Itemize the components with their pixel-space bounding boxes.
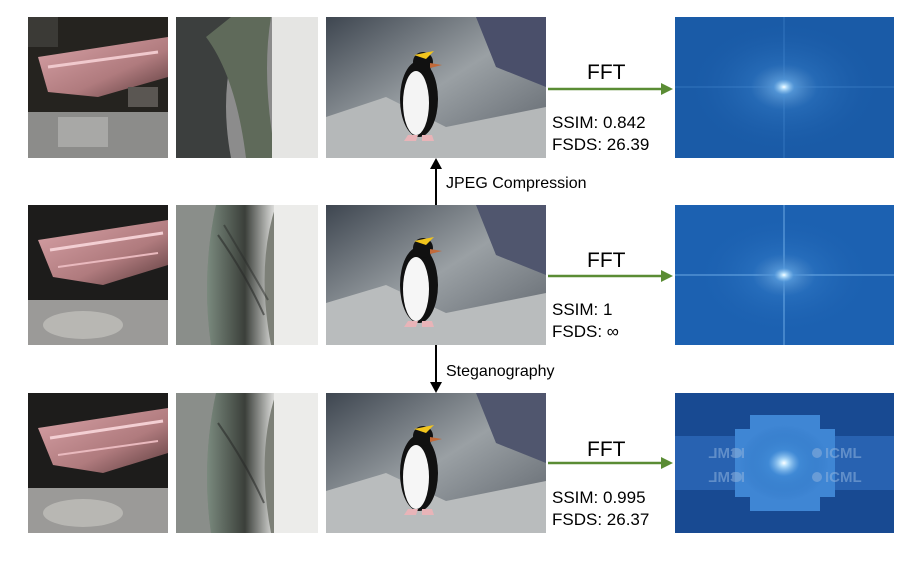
beak-crop-stego	[28, 393, 168, 533]
fsds-value-jpeg: FSDS: 26.39	[552, 135, 650, 154]
fft-label-jpeg: FFT	[587, 61, 626, 84]
penguin-photo-jpeg	[326, 17, 546, 158]
watermark-pattern: ICML ICML ICML ICML	[708, 445, 861, 486]
ssim-value-jpeg: SSIM: 0.842	[552, 113, 646, 132]
beak-crop-original	[28, 205, 168, 345]
wing-crop-jpeg	[176, 17, 318, 158]
watermark-text: ICML	[825, 445, 862, 462]
ssim-value-original: SSIM: 1	[552, 300, 613, 319]
metrics-stego: SSIM: 0.995 FSDS: 26.37	[552, 487, 649, 531]
fft-arrow-stego	[548, 457, 673, 469]
penguin-photo-original	[326, 205, 546, 345]
metrics-original: SSIM: 1 FSDS: ∞	[552, 299, 619, 343]
fft-spectrum-stego: ICML ICML ICML ICML	[675, 393, 894, 533]
fsds-value-original: FSDS: ∞	[552, 322, 619, 341]
fft-label-stego: FFT	[587, 438, 626, 461]
fsds-value-stego: FSDS: 26.37	[552, 510, 650, 529]
fft-spectrum-original	[675, 205, 894, 345]
fft-label-original: FFT	[587, 249, 626, 272]
jpeg-up-arrow	[430, 158, 442, 207]
wing-crop-original	[176, 205, 318, 345]
penguin-photo-stego	[326, 393, 546, 533]
steganography-label: Steganography	[446, 363, 555, 380]
fft-arrow-original	[548, 270, 673, 282]
beak-crop-jpeg	[28, 17, 168, 158]
fft-spectrum-jpeg	[675, 17, 894, 158]
stego-down-arrow	[430, 345, 442, 393]
jpeg-compression-label: JPEG Compression	[446, 175, 587, 192]
ssim-value-stego: SSIM: 0.995	[552, 488, 646, 507]
fft-arrow-jpeg	[548, 83, 673, 95]
watermark-text: ICML	[825, 469, 862, 486]
metrics-jpeg: SSIM: 0.842 FSDS: 26.39	[552, 112, 649, 156]
wing-crop-stego	[176, 393, 318, 533]
